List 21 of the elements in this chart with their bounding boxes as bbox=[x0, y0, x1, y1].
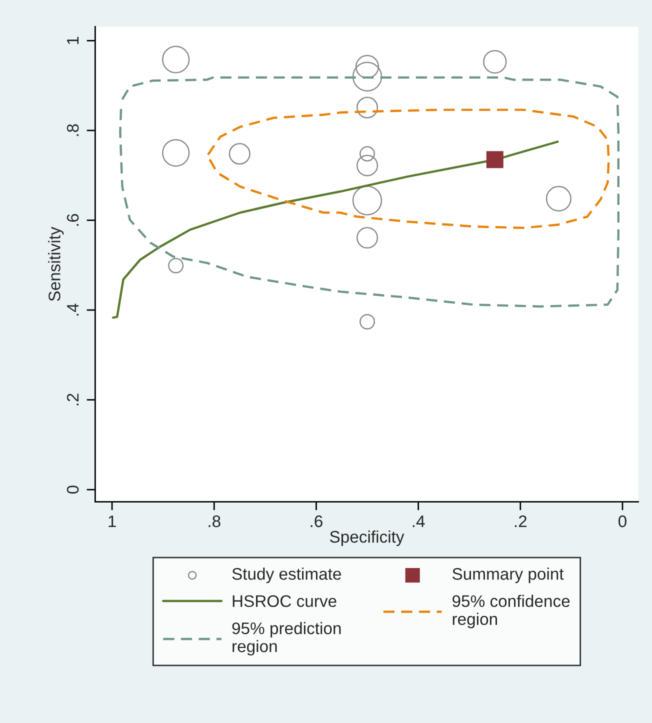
legend-label: Study estimate bbox=[232, 568, 341, 584]
x-tick-label: .6 bbox=[310, 515, 322, 528]
x-tick-label: .8 bbox=[208, 515, 220, 528]
legend-label: Summary point bbox=[452, 568, 564, 584]
line-series bbox=[112, 140, 559, 319]
x-tick-label: 0 bbox=[618, 515, 626, 528]
legend-label: HSROC curve bbox=[232, 595, 336, 608]
y-tick-label: .8 bbox=[66, 124, 79, 136]
x-tick-label: .4 bbox=[412, 516, 425, 528]
y-tick-label: 1 bbox=[67, 36, 79, 44]
line-series bbox=[119, 76, 620, 308]
x-tick-label: 1 bbox=[108, 516, 116, 528]
x-axis-title: Specificity bbox=[330, 530, 404, 546]
y-tick-label: .6 bbox=[66, 214, 79, 226]
y-axis-title: Sensitivity bbox=[48, 226, 64, 302]
legend-label: 95% prediction region bbox=[232, 622, 341, 656]
y-tick-label: .4 bbox=[67, 304, 79, 316]
y-tick-label: .2 bbox=[66, 394, 79, 406]
legend-label: 95% confidence region bbox=[452, 594, 570, 628]
x-tick-label: .2 bbox=[514, 515, 527, 528]
y-tick-label: 0 bbox=[66, 486, 79, 494]
